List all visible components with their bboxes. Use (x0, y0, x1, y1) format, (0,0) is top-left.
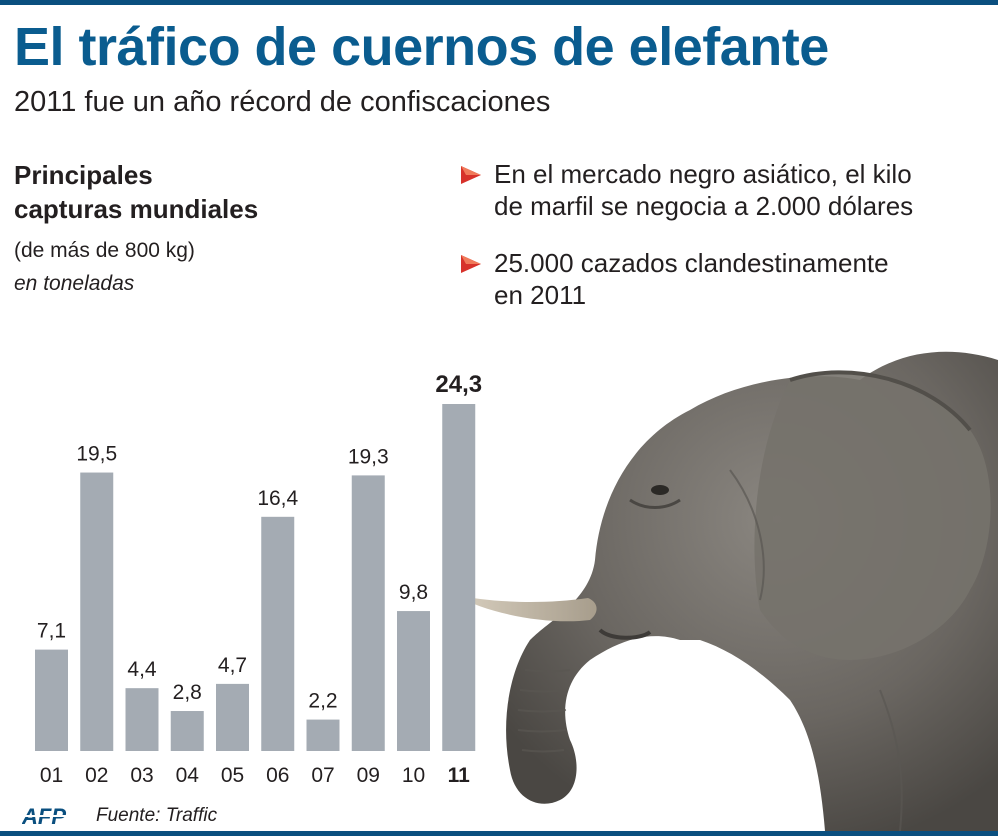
value-label-02: 19,5 (76, 443, 117, 466)
value-label-01: 7,1 (37, 620, 66, 643)
bar-11 (442, 404, 476, 751)
bar-07 (306, 719, 340, 751)
value-label-03: 4,4 (127, 658, 157, 681)
value-label-06: 16,4 (257, 487, 298, 510)
page-subtitle: 2011 fue un año récord de confiscaciones (14, 86, 551, 118)
fact-item: 25.000 cazados clandestinamente en 2011 (460, 247, 980, 311)
category-label-05: 05 (221, 764, 244, 787)
value-label-09: 19,3 (348, 445, 389, 468)
bar-chart: 7,1 01 19,5 02 4,4 03 2,8 04 4,7 05 16,4 06 2,2 07 19,… (35, 371, 482, 787)
bar-02 (80, 472, 114, 751)
category-label-07: 07 (311, 764, 334, 787)
afp-logo: AFP (22, 804, 78, 828)
chart-unit: en toneladas (14, 272, 135, 295)
facts-list: En el mercado negro asiático, el kilo de… (460, 158, 980, 336)
value-label-10: 9,8 (399, 581, 428, 604)
chart-qualifier: (de más de 800 kg) (14, 239, 195, 262)
source-note: Fuente: Traffic (96, 805, 218, 826)
bar-09 (351, 475, 385, 751)
red-triangle-arrow-icon (461, 255, 481, 273)
bar-05 (216, 683, 249, 751)
value-label-04: 2,8 (173, 681, 202, 704)
category-label-10: 10 (402, 764, 425, 787)
bar-03 (125, 688, 159, 751)
category-label-04: 04 (176, 764, 200, 787)
page-title: El tráfico de cuernos de elefante (14, 17, 829, 77)
category-label-06: 06 (266, 764, 289, 787)
fact-line: En el mercado negro asiático, el kilo (494, 159, 912, 189)
bottom-rule (0, 831, 998, 836)
fact-line: en 2011 (494, 280, 587, 310)
fact-item: En el mercado negro asiático, el kilo de… (460, 158, 980, 222)
elephant-image (455, 351, 998, 831)
value-label-11: 24,3 (435, 371, 482, 398)
chart-heading-line-2: capturas mundiales (14, 194, 259, 224)
category-label-02: 02 (85, 764, 108, 787)
category-label-11: 11 (448, 764, 471, 787)
footer: AFP Fuente: Traffic (22, 803, 217, 829)
category-label-09: 09 (357, 764, 380, 787)
chart-heading-line-1: Principales (14, 160, 153, 190)
fact-line: de marfil se negocia a 2.000 dólares (494, 191, 914, 221)
category-label-01: 01 (40, 764, 63, 787)
fact-line: 25.000 cazados clandestinamente (494, 248, 889, 278)
top-rule (0, 0, 998, 5)
bar-01 (35, 649, 68, 751)
category-label-03: 03 (130, 764, 153, 787)
red-triangle-arrow-icon (461, 166, 481, 184)
bar-10 (397, 611, 430, 751)
bar-04 (170, 711, 204, 751)
chart-note: (de más de 800 kg) en toneladas (14, 234, 195, 300)
bar-06 (261, 516, 295, 751)
chart-heading: Principales capturas mundiales (14, 158, 258, 226)
value-label-05: 4,7 (218, 654, 247, 677)
value-label-07: 2,2 (308, 690, 337, 713)
